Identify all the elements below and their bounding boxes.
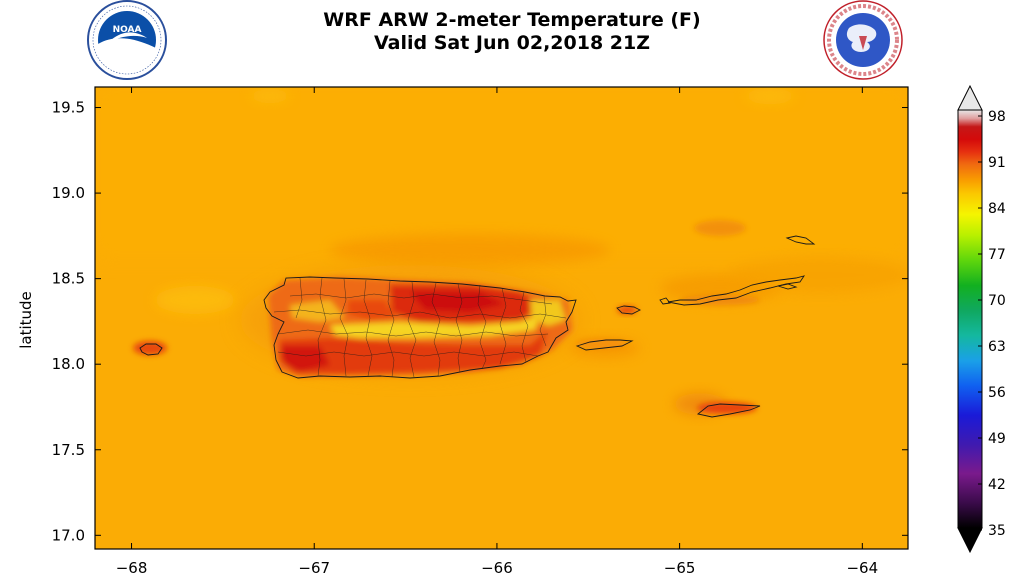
y-tick-label: 19.5 bbox=[52, 99, 85, 117]
nws-logo-icon bbox=[823, 0, 903, 80]
puerto-rico-heat bbox=[268, 277, 572, 377]
y-axis-label: latitude bbox=[17, 291, 35, 349]
colorbar-min-extension bbox=[957, 527, 983, 554]
colorbar-label: 56 bbox=[988, 385, 1006, 401]
noaa-logo-icon: NOAA bbox=[87, 0, 167, 80]
map-title-line-2: Valid Sat Jun 02,2018 21Z bbox=[373, 32, 651, 54]
y-tick-label: 18.5 bbox=[52, 270, 85, 288]
y-tick-label: 18.0 bbox=[52, 355, 85, 373]
x-tick-label: −67 bbox=[298, 559, 330, 575]
colorbar-label: 91 bbox=[988, 155, 1006, 171]
colorbar-label: 42 bbox=[988, 477, 1006, 493]
svg-text:NOAA: NOAA bbox=[113, 25, 142, 35]
coastlines bbox=[139, 235, 816, 418]
x-tick-label: −64 bbox=[846, 559, 878, 575]
colorbar-label: 35 bbox=[988, 523, 1006, 539]
x-tick-label: −65 bbox=[664, 559, 696, 575]
colorbar-label: 77 bbox=[988, 247, 1006, 263]
y-tick-label: 17.5 bbox=[52, 441, 85, 459]
colorbar-label: 84 bbox=[988, 201, 1006, 217]
colorbar: 98 91 84 77 70 63 56 49 42 35 bbox=[957, 84, 1006, 554]
colorbar-max-extension bbox=[957, 84, 983, 111]
x-tick-label: −66 bbox=[481, 559, 513, 575]
y-tick-label: 17.0 bbox=[52, 526, 85, 544]
municipal-boundaries bbox=[273, 277, 567, 378]
colorbar-label: 63 bbox=[988, 339, 1006, 355]
temperature-map bbox=[95, 87, 908, 549]
plot-frame bbox=[94, 86, 909, 550]
colorbar-label: 70 bbox=[988, 293, 1006, 309]
y-axis: 17.0 17.5 18.0 18.5 19.0 19.5 bbox=[52, 99, 908, 544]
colorbar-label: 49 bbox=[988, 431, 1006, 447]
map-title-line-1: WRF ARW 2-meter Temperature (F) bbox=[323, 9, 701, 31]
colorbar-gradient bbox=[958, 110, 982, 528]
x-tick-label: −68 bbox=[116, 559, 148, 575]
colorbar-label: 98 bbox=[988, 109, 1006, 125]
y-tick-label: 19.0 bbox=[52, 184, 85, 202]
x-axis: −68 −67 −66 −65 −64 bbox=[116, 87, 878, 575]
